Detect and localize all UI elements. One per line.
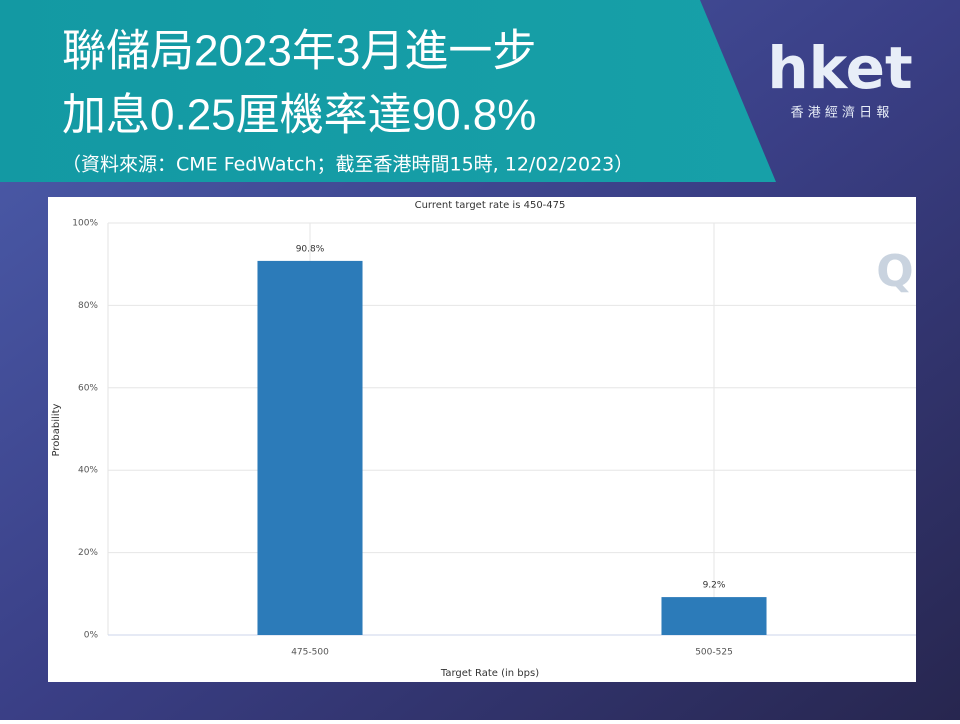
y-tick-label: 40% xyxy=(78,466,98,476)
watermark: Q xyxy=(876,246,913,297)
y-tick-label: 100% xyxy=(72,219,98,229)
logo: hket xyxy=(767,34,912,102)
chart-panel xyxy=(48,197,916,682)
y-tick-label: 60% xyxy=(78,383,98,393)
value-label: 90.8% xyxy=(296,244,325,254)
chart-title: Current target rate is 450-475 xyxy=(415,200,566,211)
x-tick-label: 475-500 xyxy=(291,648,329,658)
value-label: 9.2% xyxy=(703,581,726,591)
y-axis-label: Probability xyxy=(51,403,62,456)
x-tick-label: 500-525 xyxy=(695,648,733,658)
chart: Current target rate is 450-475 Target Ra… xyxy=(51,200,916,679)
headline: 加息0.25厘機率達90.8% xyxy=(62,91,536,140)
x-axis-label: Target Rate (in bps) xyxy=(440,668,539,679)
source: （資料來源：CME FedWatch；截至香港時間15時, 12/02/2023… xyxy=(62,154,633,176)
bar xyxy=(661,597,767,635)
y-tick-label: 0% xyxy=(84,631,99,641)
banner xyxy=(0,0,776,182)
y-tick-label: 80% xyxy=(78,301,98,311)
headline: 聯儲局2023年3月進一步 xyxy=(62,27,536,76)
logo-tagline: 香 港 經 濟 日 報 xyxy=(791,105,890,121)
bar xyxy=(257,260,363,635)
y-tick-label: 20% xyxy=(78,548,98,558)
